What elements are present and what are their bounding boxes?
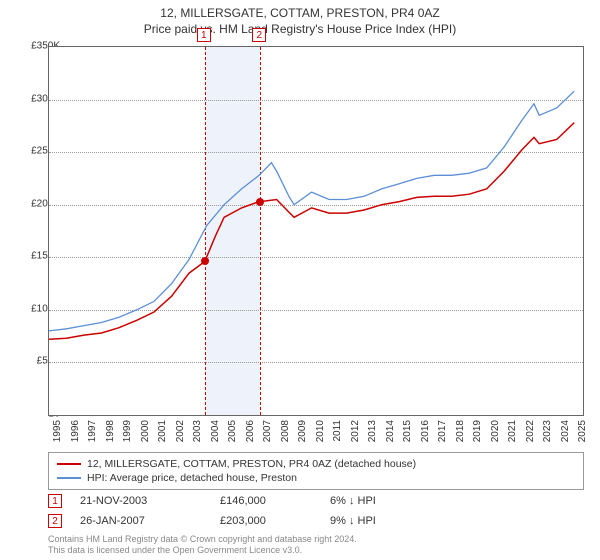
legend-swatch-hpi bbox=[57, 477, 81, 479]
x-tick-label: 1998 bbox=[105, 420, 116, 442]
x-tick-label: 2009 bbox=[297, 420, 308, 442]
sale-price-1: £146,000 bbox=[220, 495, 330, 507]
footer-line1: Contains HM Land Registry data © Crown c… bbox=[48, 534, 357, 545]
sale-marker-2: 2 bbox=[48, 514, 62, 528]
marker-label-box: 2 bbox=[252, 28, 266, 42]
x-tick-label: 2006 bbox=[245, 420, 256, 442]
x-tick-label: 1999 bbox=[122, 420, 133, 442]
x-tick-label: 2016 bbox=[420, 420, 431, 442]
chart-title-block: 12, MILLERSGATE, COTTAM, PRESTON, PR4 0A… bbox=[0, 0, 600, 36]
series-hpi bbox=[49, 91, 574, 331]
x-tick-label: 2011 bbox=[332, 420, 343, 442]
x-tick-label: 1997 bbox=[87, 420, 98, 442]
x-tick-label: 2000 bbox=[140, 420, 151, 442]
sale-row-2: 2 26-JAN-2007 £203,000 9% ↓ HPI bbox=[48, 514, 584, 528]
x-tick-label: 2010 bbox=[315, 420, 326, 442]
legend-row-subject: 12, MILLERSGATE, COTTAM, PRESTON, PR4 0A… bbox=[57, 457, 575, 471]
x-tick-label: 2002 bbox=[175, 420, 186, 442]
x-tick-label: 2017 bbox=[437, 420, 448, 442]
series-subject bbox=[49, 123, 574, 340]
x-tick-label: 2008 bbox=[280, 420, 291, 442]
legend-label-subject: 12, MILLERSGATE, COTTAM, PRESTON, PR4 0A… bbox=[87, 458, 416, 470]
chart-container: 12, MILLERSGATE, COTTAM, PRESTON, PR4 0A… bbox=[0, 0, 600, 560]
sale-row-1: 1 21-NOV-2003 £146,000 6% ↓ HPI bbox=[48, 494, 584, 508]
x-tick-label: 2015 bbox=[402, 420, 413, 442]
x-tick-label: 2007 bbox=[262, 420, 273, 442]
sale-price-2: £203,000 bbox=[220, 515, 330, 527]
x-tick-label: 2012 bbox=[350, 420, 361, 442]
x-tick-label: 2022 bbox=[525, 420, 536, 442]
title-subtitle: Price paid vs. HM Land Registry's House … bbox=[0, 22, 600, 36]
x-tick-label: 2005 bbox=[227, 420, 238, 442]
title-address: 12, MILLERSGATE, COTTAM, PRESTON, PR4 0A… bbox=[0, 6, 600, 20]
x-tick-label: 2001 bbox=[157, 420, 168, 442]
x-tick-label: 2025 bbox=[577, 420, 588, 442]
line-series-svg bbox=[49, 47, 583, 415]
x-tick-label: 2024 bbox=[560, 420, 571, 442]
x-tick-label: 2020 bbox=[490, 420, 501, 442]
x-tick-label: 2018 bbox=[455, 420, 466, 442]
sale-date-1: 21-NOV-2003 bbox=[80, 495, 220, 507]
plot-area bbox=[48, 46, 584, 416]
x-tick-label: 2003 bbox=[192, 420, 203, 442]
legend: 12, MILLERSGATE, COTTAM, PRESTON, PR4 0A… bbox=[48, 452, 584, 490]
x-tick-label: 2004 bbox=[210, 420, 221, 442]
footer-attribution: Contains HM Land Registry data © Crown c… bbox=[48, 534, 357, 557]
x-tick-label: 2013 bbox=[367, 420, 378, 442]
legend-swatch-subject bbox=[57, 463, 81, 465]
x-tick-label: 1996 bbox=[70, 420, 81, 442]
x-tick-label: 1995 bbox=[52, 420, 63, 442]
sale-diff-1: 6% ↓ HPI bbox=[330, 495, 584, 507]
legend-row-hpi: HPI: Average price, detached house, Pres… bbox=[57, 471, 575, 485]
x-tick-label: 2019 bbox=[472, 420, 483, 442]
marker-label-box: 1 bbox=[197, 28, 211, 42]
x-tick-label: 2014 bbox=[385, 420, 396, 442]
sale-marker-1: 1 bbox=[48, 494, 62, 508]
x-tick-label: 2023 bbox=[542, 420, 553, 442]
legend-label-hpi: HPI: Average price, detached house, Pres… bbox=[87, 472, 297, 484]
sale-date-2: 26-JAN-2007 bbox=[80, 515, 220, 527]
sale-diff-2: 9% ↓ HPI bbox=[330, 515, 584, 527]
footer-line2: This data is licensed under the Open Gov… bbox=[48, 545, 357, 556]
x-tick-label: 2021 bbox=[507, 420, 518, 442]
